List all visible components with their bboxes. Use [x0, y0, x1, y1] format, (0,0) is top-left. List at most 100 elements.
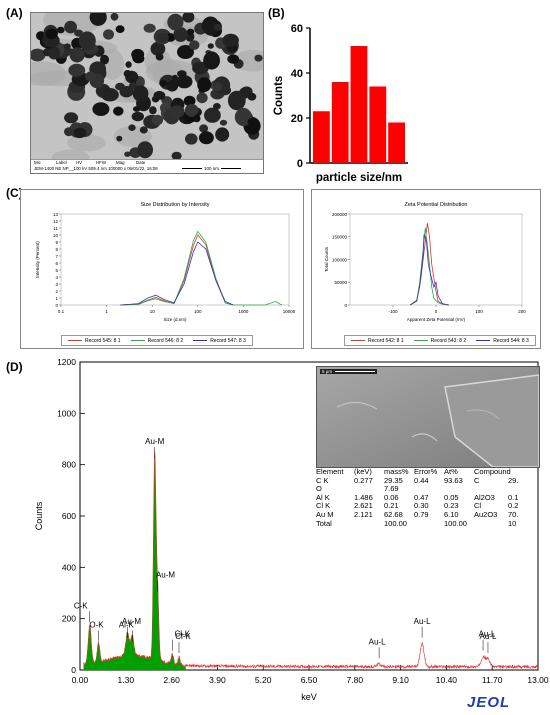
- b-bar: [313, 111, 330, 163]
- panel-label-c: (C): [6, 186, 23, 200]
- y-tick-label: 7: [55, 254, 58, 259]
- tem-nanoparticle: [131, 111, 144, 122]
- series-line: [409, 234, 449, 306]
- edx-table-cell: 0.21: [384, 501, 399, 511]
- y-tick-label: 0: [55, 303, 58, 308]
- d-x-axis-label: keV: [301, 692, 317, 702]
- tem-nanoparticle: [68, 63, 86, 77]
- tem-nanoparticle: [214, 23, 222, 32]
- tem-nanoparticle: [115, 25, 125, 33]
- edx-table-cell: 7.69: [384, 484, 399, 494]
- b-y-tick-label: 20: [291, 113, 303, 125]
- x-tick-label: 1: [105, 309, 108, 314]
- tem-nanoparticle: [101, 88, 119, 102]
- jeol-logo: JEOL: [467, 694, 511, 711]
- tem-nanoparticle: [31, 48, 46, 62]
- x-tick-label: 0.1: [58, 309, 65, 314]
- edx-table-cell: [414, 520, 444, 529]
- tem-nanoparticle: [196, 92, 208, 104]
- tem-nanoparticle: [213, 103, 221, 110]
- tem-nanoparticle: [177, 70, 187, 78]
- y-tick-label: 2: [55, 289, 58, 294]
- legend-swatch: [193, 340, 208, 341]
- tem-nanoparticle: [132, 106, 141, 112]
- tem-film-patch: [31, 61, 66, 87]
- tem-meta-header-cell: Label: [56, 160, 67, 165]
- size-distribution-panel: Size Distribution by Intensity 0 1 2 3 4 5 6 7 8 9…: [20, 189, 304, 349]
- y-tick-label: 0: [344, 303, 347, 308]
- edx-table-cell: 62.68: [384, 509, 403, 519]
- d-y-tick-label: 600: [62, 511, 76, 521]
- edx-spectrum-chart: 0 200 400 600 800 1000 1200 0.00 1.30 2.60 3.90 5.2…: [34, 357, 549, 702]
- edx-table-cell: 1.486: [354, 492, 373, 502]
- edx-table-row: Au M 2.121 62.68 0.79 6.10 Au2O3 70.: [316, 509, 540, 520]
- d-x-tick-label: 2.60: [163, 675, 180, 685]
- zeta-potential-panel: Zeta Potential Distribution 0 50000 100000 1…: [311, 189, 541, 349]
- tem-nanoparticle: [128, 124, 136, 131]
- legend-label: Record 543: 8 2: [430, 337, 467, 344]
- d-peak-label: Au-L: [414, 617, 431, 626]
- tem-scale-bar: 100 nm: [181, 166, 241, 171]
- edx-table-cell: C K: [316, 475, 329, 485]
- tem-nanoparticle: [193, 114, 201, 123]
- chart-title: Size Distribution by Intensity: [140, 202, 209, 208]
- panel-label-d: (D): [6, 360, 23, 374]
- edx-table-row: C K 0.277 29.35 0.44 93.63 C 29.: [316, 475, 540, 486]
- legend-label: Record 546: 8 2: [147, 337, 184, 344]
- legend-swatch: [68, 340, 82, 341]
- edx-table-header: Element (keV) mass% Error% At% Compound: [316, 467, 540, 477]
- y-axis-label: Total Counts: [324, 246, 329, 272]
- edx-table-cell: 100.00: [444, 518, 467, 528]
- edx-table-cell: Total: [316, 518, 332, 528]
- tem-meta-row: JEM-1400 NE NP__100 kV 509.4 nm 100000 x…: [34, 166, 158, 171]
- tem-nanoparticle: [132, 85, 149, 102]
- legend-label: Record 544: 8 3: [493, 337, 529, 344]
- tem-nanoparticle: [197, 77, 212, 93]
- y-tick-label: 1: [55, 296, 58, 301]
- d-peak-label: Au-L: [369, 637, 386, 646]
- y-tick-label: 5: [55, 268, 58, 273]
- d-peak-label: Au-L: [480, 632, 497, 641]
- edx-table-cell: Au M: [316, 509, 334, 519]
- d-x-tick-label: 11.70: [482, 675, 503, 685]
- edx-table-cell: 0.2: [508, 501, 519, 511]
- edx-table-header-cell: Error%: [414, 467, 438, 476]
- tem-meta-header: Mic Label HV HFW Mag Date: [31, 160, 263, 166]
- d-y-tick-label: 800: [62, 460, 76, 470]
- tem-nanoparticle: [64, 112, 79, 124]
- tem-nanoparticle: [247, 118, 255, 125]
- tem-nanoparticle: [150, 41, 166, 56]
- edx-table-cell: 2.621: [354, 501, 373, 511]
- tem-nanoparticle: [64, 20, 77, 34]
- tem-micrograph: Mic Label HV HFW Mag Date JEM-1400 NE NP__100…: [30, 12, 264, 174]
- tem-nanoparticle: [247, 92, 257, 101]
- tem-nanoparticle: [173, 27, 188, 42]
- edx-table-header-cell: At%: [444, 467, 458, 476]
- edx-table-header-cell: Compound: [474, 467, 511, 476]
- tem-nanoparticle: [222, 33, 239, 47]
- d-peak-label: Au-M: [145, 437, 164, 446]
- tem-nanoparticle: [203, 51, 221, 70]
- tem-nanoparticle: [172, 74, 178, 82]
- d-x-tick-label: 3.90: [209, 675, 226, 685]
- d-y-tick-label: 1000: [57, 408, 76, 418]
- panel-label-b: (B): [268, 6, 285, 20]
- legend-swatch: [351, 340, 365, 341]
- d-peak-label: Cl-K: [175, 632, 191, 641]
- tem-nanoparticle: [85, 71, 96, 82]
- edx-table-cell: 0.47: [414, 492, 429, 502]
- edx-table-cell: 0.79: [414, 509, 429, 519]
- tem-nanoparticle: [113, 106, 124, 116]
- edx-table-row: O 7.69: [316, 485, 540, 494]
- tem-meta-header-cell: Date: [136, 160, 146, 165]
- edx-table-cell: 0.30: [414, 501, 429, 511]
- tem-nanoparticle: [64, 127, 74, 137]
- edx-table-cell: O: [316, 484, 322, 494]
- tem-scale-label: 100 nm: [203, 166, 219, 171]
- series-line: [120, 230, 283, 306]
- tem-nanoparticle: [119, 86, 134, 98]
- x-axis-label: Size (d.nm): [163, 317, 187, 322]
- edx-table-cell: 0.06: [384, 492, 399, 502]
- tem-nanoparticle: [182, 13, 195, 23]
- edx-table-cell: Au2O3: [474, 509, 498, 519]
